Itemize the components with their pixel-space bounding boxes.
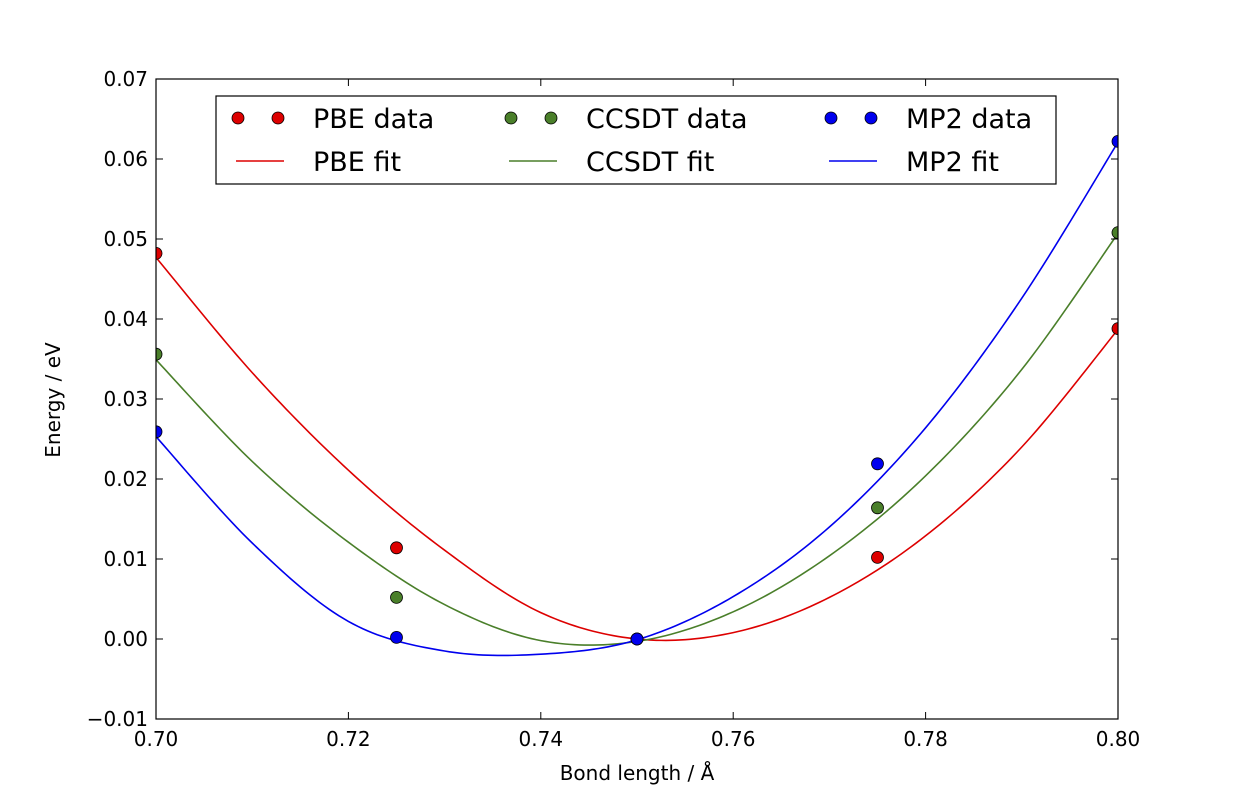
legend-label-pbe-fit: PBE fit [313,147,401,178]
legend-marker-mp2-data [864,111,878,125]
legend-marker-ccsdt-data [504,111,518,125]
y-tick-label: 0.00 [103,627,148,651]
legend-marker-ccsdt-data [544,111,558,125]
y-tick-label: 0.06 [103,147,148,171]
legend-box [215,95,1057,185]
data-point-pbe-data [871,551,884,564]
data-point-pbe-data [390,541,403,555]
x-tick-label: 0.78 [903,727,948,751]
y-tick-label: 0.02 [103,467,148,491]
data-point-pbe-data [1111,322,1118,335]
data-point-ccsdt-data [156,347,163,361]
y-tick-label: 0.07 [103,67,148,91]
data-point-ccsdt-data [390,591,403,604]
plot-background [156,79,1118,719]
legend-marker-pbe-data [231,111,245,125]
data-point-mp2-data [156,425,163,439]
data-point-ccsdt-data [1111,226,1118,239]
legend-label-mp2-fit: MP2 fit [906,147,999,178]
legend-marker-mp2-data [824,111,838,125]
legend-label-pbe-data: PBE data [313,104,434,135]
axis-ticks: 0.70 0.72 0.74 0.76 0.78 0.80 −0.01 0.00 0.01 0.0… [87,67,1141,751]
data-point-ccsdt-data [871,501,884,515]
legend-marker-pbe-data [271,111,285,125]
legend-label-ccsdt-fit: CCSDT fit [586,147,714,178]
data-point-mp2-data [1111,135,1118,148]
plot-area [155,78,1119,720]
y-tick-label: 0.05 [103,227,148,251]
legend-label-mp2-data: MP2 data [906,104,1032,135]
legend: PBE data CCSDT data MP2 data PBE fit CCSDT f… [215,95,1057,185]
x-tick-label: 0.72 [326,727,371,751]
x-tick-label: 0.80 [1096,727,1141,751]
y-axis-label: Energy / eV [41,342,65,458]
y-tick-label: 0.01 [103,547,148,571]
x-tick-label: 0.70 [134,727,179,751]
y-tick-label: −0.01 [87,707,148,731]
data-point-mp2-data [390,631,403,644]
x-tick-label: 0.74 [519,727,564,751]
data-point-mp2-data [871,457,884,471]
x-tick-label: 0.76 [711,727,756,751]
data-point-mp2-data [630,632,644,646]
data-point-pbe-data [156,247,163,260]
y-tick-label: 0.04 [103,307,148,331]
y-tick-label: 0.03 [103,387,148,411]
legend-label-ccsdt-data: CCSDT data [586,104,748,135]
x-axis-label: Bond length / Å [560,761,715,785]
